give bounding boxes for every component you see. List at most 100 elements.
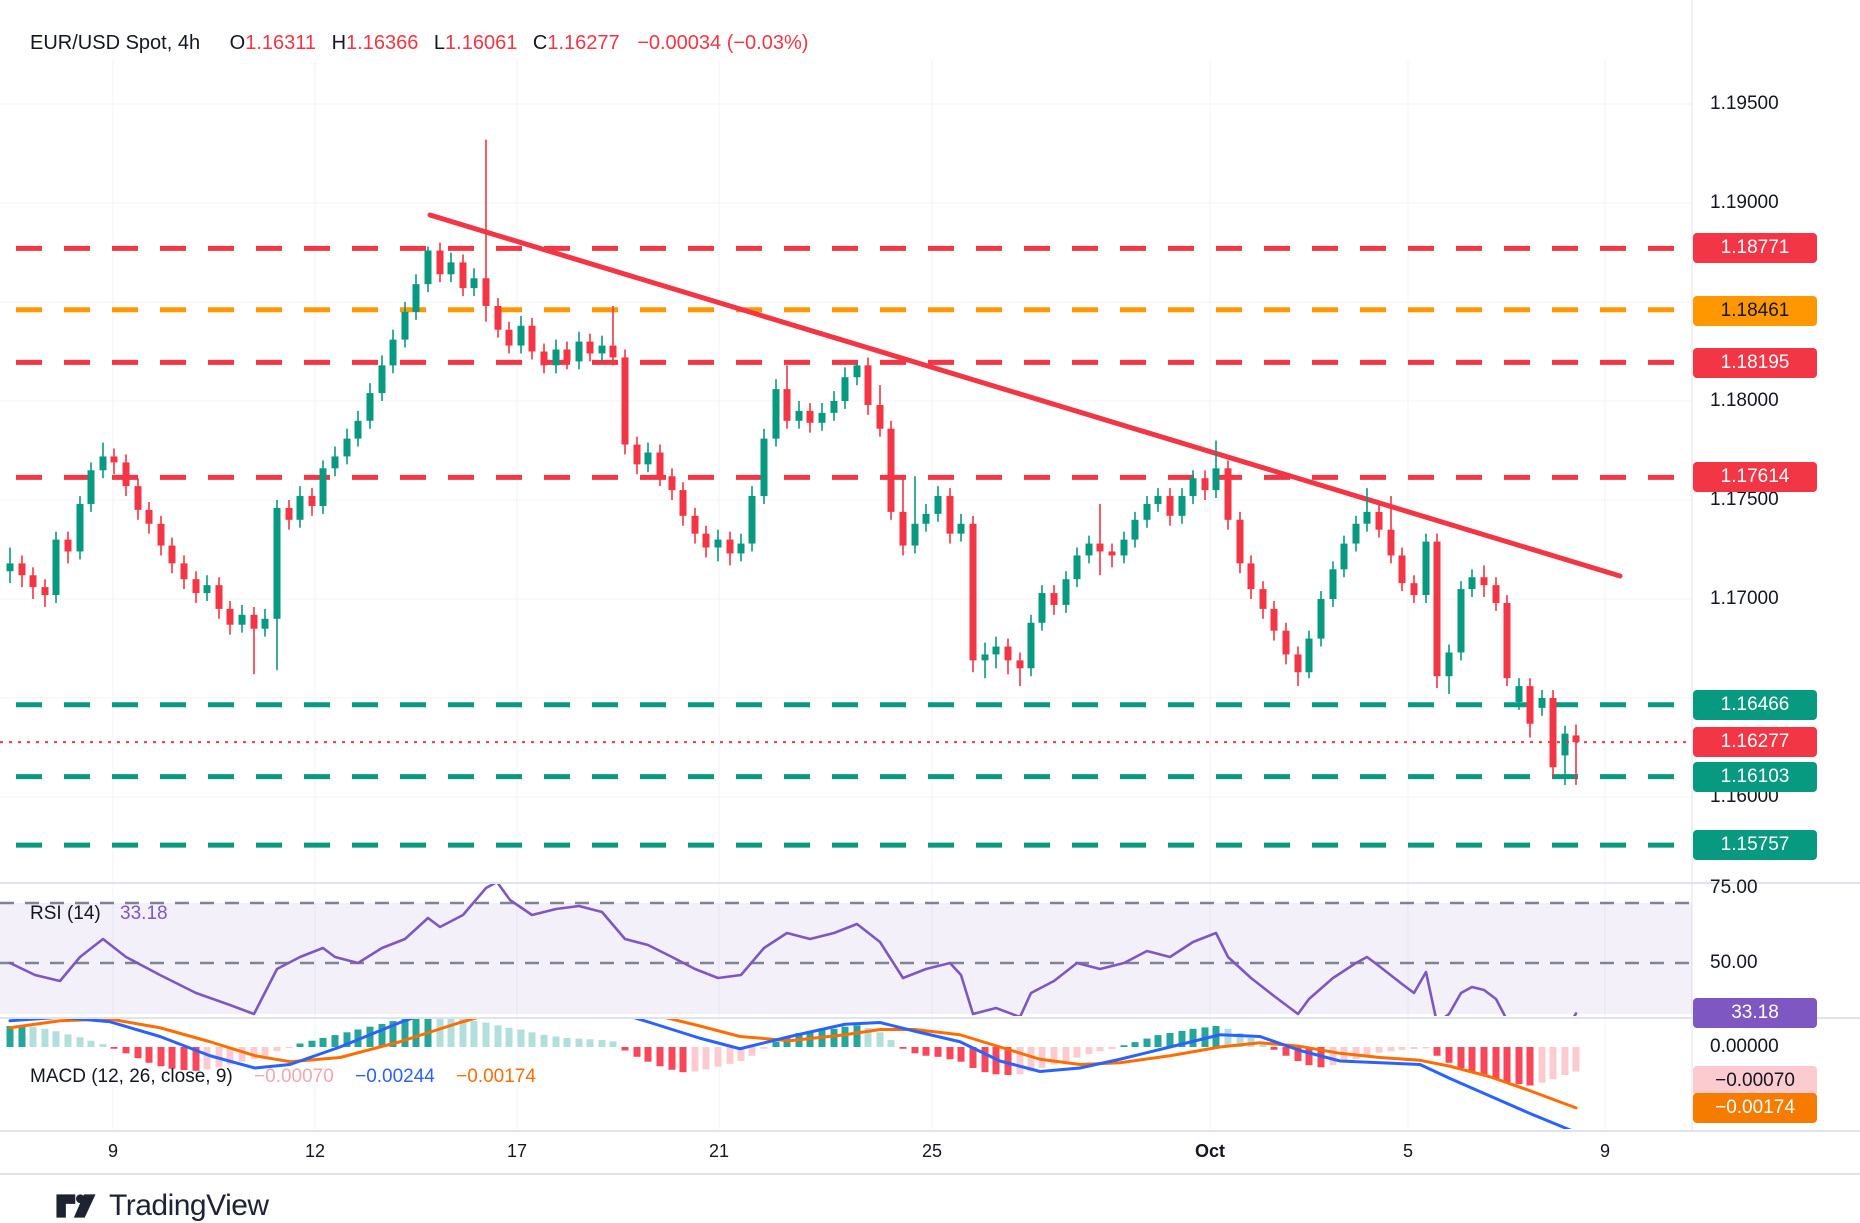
macd-hist-bar	[1363, 1047, 1371, 1056]
price-pane	[0, 139, 1692, 848]
candle-body	[87, 470, 95, 504]
rsi-line	[8, 884, 1578, 1016]
macd-hist-bar	[1398, 1047, 1406, 1050]
candle-body	[1317, 599, 1325, 639]
macd-hist-bar	[250, 1047, 258, 1059]
candle-body	[934, 496, 942, 514]
macd-indicator-label[interactable]: MACD (12, 26, close, 9) −0.00070 −0.0024…	[30, 1066, 536, 1088]
candle-body	[1480, 577, 1488, 586]
candle-body	[1131, 519, 1139, 540]
candle-body	[598, 345, 606, 354]
descending-trendline[interactable]	[427, 212, 1623, 579]
candle-body	[1201, 478, 1209, 491]
candle-body	[795, 410, 803, 421]
candle-body	[1503, 602, 1511, 679]
macd-hist-bar	[702, 1047, 710, 1070]
candle-body	[6, 563, 14, 572]
macd-hist-bar	[401, 1019, 409, 1047]
macd-hist-bar	[969, 1047, 977, 1068]
macd-hist-bar	[203, 1047, 211, 1070]
time-tick-21: 21	[708, 1141, 730, 1161]
candle-body	[876, 404, 884, 429]
axis-label-0.00000: 0.00000	[1710, 1036, 1779, 1057]
price-badge-1.18195: 1.18195	[1693, 348, 1817, 378]
price-badge-1.16466: 1.16466	[1693, 690, 1817, 720]
price-badge-1.16103: 1.16103	[1693, 762, 1817, 792]
rsi-pane	[0, 884, 1692, 1016]
candle-body	[1166, 496, 1174, 516]
tradingview-logo-text: TradingView	[109, 1189, 269, 1222]
candle-body	[702, 533, 710, 548]
candle-body	[134, 486, 142, 510]
candle-body	[436, 250, 444, 275]
candle-body	[470, 278, 478, 289]
gridlines	[0, 60, 1692, 1129]
macd-hist-value: −0.00070	[254, 1066, 334, 1087]
candle-body	[1329, 569, 1337, 599]
macd-pane	[6, 1019, 1580, 1129]
macd-hist-bar	[899, 1047, 907, 1049]
macd-hist-bar	[412, 1019, 420, 1047]
candle-body	[1247, 563, 1255, 590]
macd-hist-bar	[1050, 1047, 1058, 1065]
candle-body	[633, 444, 641, 465]
time-tick-9: 9	[107, 1141, 119, 1161]
candle-body	[1340, 543, 1348, 570]
open-value: 1.16311	[245, 32, 317, 54]
price-badge-1.16277: 1.16277	[1693, 727, 1817, 757]
axis-label-1.17000: 1.17000	[1710, 588, 1779, 609]
macd-hist-bar	[87, 1040, 95, 1047]
macd-hist-bar	[841, 1026, 849, 1047]
time-tick-Oct: Oct	[1194, 1141, 1226, 1161]
candle-body	[1085, 543, 1093, 556]
macd-hist-bar	[1480, 1047, 1488, 1076]
candle-body	[575, 341, 583, 362]
macd-hist-bar	[296, 1043, 304, 1047]
macd-hist-bar	[343, 1032, 351, 1047]
rsi-band	[0, 903, 1692, 1014]
candle-body	[331, 456, 339, 469]
axis-label-75.00: 75.00	[1710, 877, 1758, 898]
macd-hist-bar	[134, 1047, 142, 1059]
tradingview-logo-icon	[56, 1194, 96, 1218]
macd-hist-bar	[447, 1019, 455, 1047]
low-label: L	[433, 32, 446, 54]
candle-body	[296, 496, 304, 520]
macd-hist-bar	[505, 1027, 513, 1047]
candle-body	[110, 456, 118, 463]
macd-hist-bar	[934, 1047, 942, 1057]
tradingview-logo[interactable]: TradingView	[55, 1189, 269, 1223]
rsi-indicator-label[interactable]: RSI (14) 33.18	[30, 903, 168, 925]
candle-body	[1062, 579, 1070, 605]
macd-hist-bar	[1329, 1047, 1337, 1066]
time-tick-17: 17	[506, 1141, 528, 1161]
macd-hist-bar	[1572, 1047, 1580, 1072]
candle-body	[192, 579, 200, 594]
candle-body	[168, 545, 176, 564]
macd-hist-bar	[1143, 1038, 1151, 1047]
macd-hist-bar	[180, 1047, 188, 1071]
macd-hist-bar	[1166, 1033, 1174, 1047]
macd-hist-bar	[494, 1025, 502, 1047]
candle-body	[1526, 686, 1534, 724]
candle-body	[783, 389, 791, 421]
macd-hist-bar	[319, 1037, 327, 1047]
macd-hist-bar	[168, 1047, 176, 1069]
candle-body	[1120, 539, 1128, 556]
candle-body	[748, 496, 756, 544]
candle-body	[726, 539, 734, 554]
macd-hist-bar	[633, 1047, 641, 1057]
macd-hist-bar	[459, 1019, 467, 1047]
macd-hist-bar	[1027, 1047, 1035, 1072]
macd-hist-bar	[1120, 1045, 1128, 1047]
macd-hist-bar	[679, 1047, 687, 1073]
macd-hist-bar	[957, 1047, 965, 1062]
rsi-current-value: 33.18	[120, 903, 168, 924]
symbol-header[interactable]: EUR/USD Spot, 4h O1.16311 H1.16366 L1.16…	[30, 32, 808, 55]
macd-hist-bar	[887, 1040, 895, 1047]
candle-body	[1004, 646, 1012, 661]
candle-body	[830, 401, 838, 413]
macd-hist-bar	[691, 1047, 699, 1072]
